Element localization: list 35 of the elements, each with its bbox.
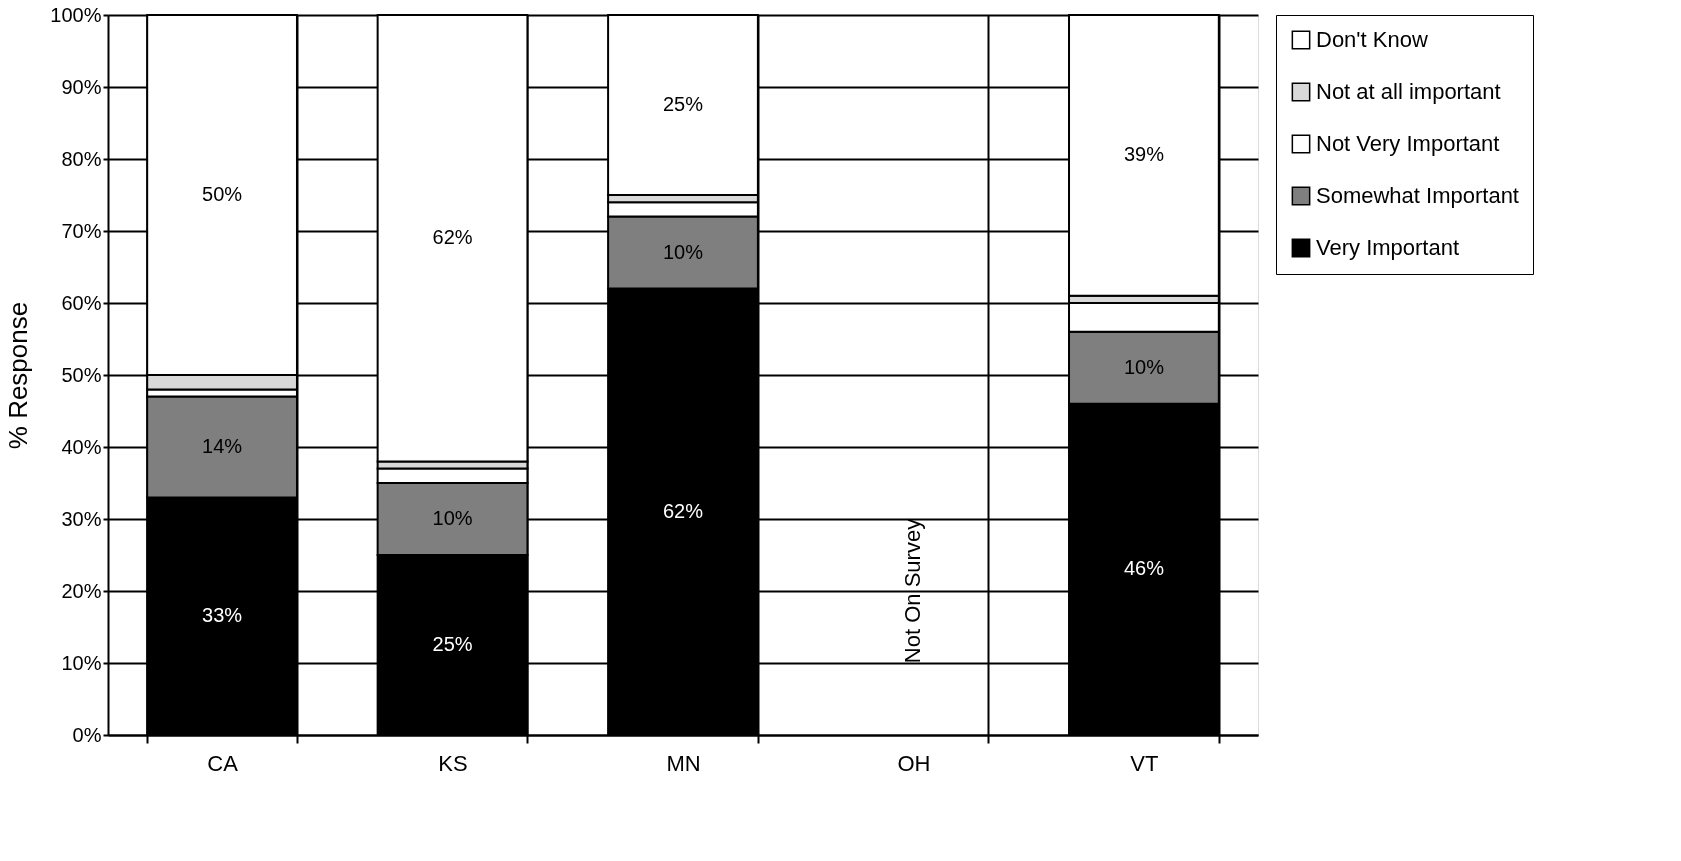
annotation: Not On Survey [900,518,926,664]
y-tick-label: 50% [61,363,102,386]
data-label: 50% [202,183,243,205]
y-tick-label: 30% [61,507,102,530]
legend-label: Very Important [1316,235,1460,260]
data-label: 62% [662,499,704,522]
data-label: 62% [432,226,473,249]
data-label: 14% [202,435,243,457]
data-label: 10% [432,507,473,529]
y-tick-label: 40% [61,435,102,458]
y-tick-label: 10% [61,651,102,674]
x-tick-label: KS [438,750,468,776]
y-tick-label: 90% [61,75,102,98]
data-label: 25% [432,633,473,655]
y-tick-label: 80% [61,147,102,170]
data-label: 25% [662,93,704,115]
y-axis-title: % Response [3,301,34,450]
legend-label: Not Very Important [1316,131,1500,156]
data-label: 10% [1123,355,1165,378]
data-label: 10% [662,240,704,263]
y-tick-label: 60% [61,291,102,314]
legend-label: Somewhat Important [1316,183,1519,208]
legend-label: Not at all important [1316,79,1501,104]
y-tick-label: 20% [61,579,102,602]
x-tick-label: MN [666,750,701,776]
data-label: 46% [1123,557,1165,580]
y-tick-label: 100% [50,3,102,26]
x-tick-label: VT [1130,750,1159,776]
data-label: 33% [202,604,243,627]
y-tick-label: 0% [72,723,102,746]
x-tick-label: CA [207,750,239,776]
y-tick-label: 70% [61,219,102,242]
x-tick-label: OH [897,750,931,776]
data-label: 39% [1123,143,1165,166]
legend-label: Don't Know [1316,27,1428,52]
